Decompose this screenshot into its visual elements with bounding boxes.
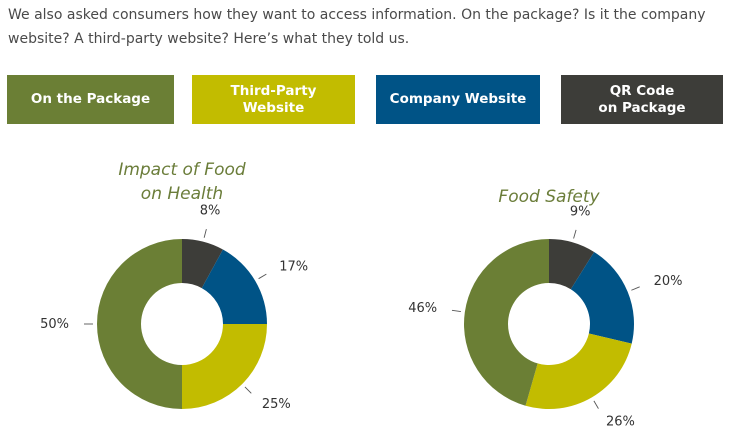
data-label-impact-of-food-on-health-3: 50% bbox=[40, 317, 69, 332]
data-label-impact-of-food-on-health-2: 25% bbox=[262, 397, 291, 412]
leader-line-impact-of-food-on-health-0 bbox=[203, 228, 207, 238]
leader-line-impact-of-food-on-health-1 bbox=[258, 273, 267, 280]
leader-line-food-safety-3 bbox=[451, 309, 461, 313]
slice-food-safety-1 bbox=[570, 251, 634, 344]
data-label-food-safety-2: 26% bbox=[606, 415, 635, 429]
slice-impact-of-food-on-health-0 bbox=[182, 239, 223, 289]
intro-text: We also asked consumers how they want to… bbox=[8, 7, 706, 47]
data-label-impact-of-food-on-health-0: 8% bbox=[200, 204, 221, 219]
legend-qr-code-on-package: QR Code on Package bbox=[561, 75, 723, 124]
slice-impact-of-food-on-health-3 bbox=[97, 239, 182, 409]
legend-on-the-package: On the Package bbox=[7, 75, 174, 124]
legend-third-party-website: Third-Party Website bbox=[192, 75, 355, 124]
slice-food-safety-0 bbox=[549, 239, 595, 290]
leader-line-food-safety-1 bbox=[631, 286, 640, 291]
leader-line-food-safety-0 bbox=[573, 229, 577, 239]
data-label-impact-of-food-on-health-1: 17% bbox=[279, 259, 308, 274]
leader-line-food-safety-2 bbox=[593, 400, 599, 409]
data-label-food-safety-1: 20% bbox=[654, 274, 683, 289]
chart-title-food-safety: Food Safety bbox=[498, 187, 600, 207]
slice-food-safety-2 bbox=[525, 333, 632, 410]
slice-impact-of-food-on-health-2 bbox=[182, 324, 267, 409]
slice-impact-of-food-on-health-1 bbox=[201, 249, 267, 324]
leader-line-impact-of-food-on-health-2 bbox=[244, 386, 252, 394]
chart-title-impact-of-food-on-health: Impact of Food on Health bbox=[118, 160, 246, 204]
legend-company-website: Company Website bbox=[376, 75, 540, 124]
data-label-food-safety-3: 46% bbox=[408, 301, 437, 316]
data-label-food-safety-0: 9% bbox=[570, 204, 591, 219]
slice-food-safety-3 bbox=[463, 239, 549, 406]
